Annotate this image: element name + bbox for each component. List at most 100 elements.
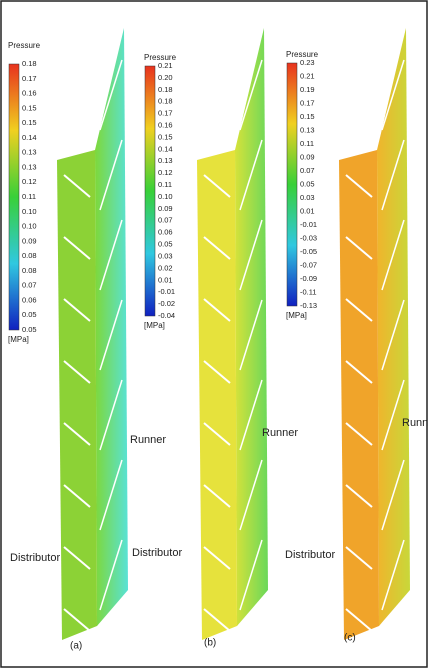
distributor-vane <box>345 546 373 570</box>
distributor-vane <box>63 236 91 260</box>
runner-blade <box>239 379 263 451</box>
distributor-vane <box>345 236 373 260</box>
colorbar-tick-label: 0.01 <box>158 275 173 284</box>
runner-blade <box>99 459 123 531</box>
runner-region <box>235 28 268 626</box>
distributor-vane <box>203 546 231 570</box>
colorbar <box>286 62 298 307</box>
colorbar-tick-label: 0.19 <box>300 85 315 94</box>
runner-blade <box>99 379 123 451</box>
runner-blade <box>99 59 123 131</box>
colorbar-tick-label: 0.17 <box>22 74 37 83</box>
colorbar-tick-label: 0.05 <box>158 240 173 249</box>
colorbar-tick-label: 0.12 <box>158 168 173 177</box>
colorbar-tick-label: 0.07 <box>300 166 315 175</box>
distributor-region <box>339 150 379 640</box>
colorbar-tick-label: 0.06 <box>158 228 173 237</box>
distributor-vane <box>63 422 91 446</box>
distributor-vane <box>203 174 231 198</box>
colorbar <box>144 65 156 317</box>
colorbar-tick-label: 0.21 <box>300 71 315 80</box>
distributor-vane <box>63 360 91 384</box>
distributor-label: Distributor <box>285 549 335 561</box>
distributor-vane <box>63 484 91 508</box>
distributor-vane <box>203 484 231 508</box>
colorbar-tick-label: 0.17 <box>158 109 173 118</box>
colorbar-tick-label: -0.04 <box>158 311 175 320</box>
distributor-vane <box>345 608 373 632</box>
colorbar-tick-label: -0.11 <box>300 287 317 296</box>
runner-blade <box>381 59 405 131</box>
colorbar-tick-label: 0.10 <box>158 192 173 201</box>
runner-label: Runner <box>130 434 166 446</box>
colorbar-tick-label: 0.13 <box>22 162 37 171</box>
colorbar-tick-label: 0.09 <box>158 204 173 213</box>
distributor-vane <box>203 236 231 260</box>
colorbar-tick-label: 0.05 <box>22 325 37 334</box>
panel-caption: (a) <box>70 641 82 652</box>
colorbar-tick-label: -0.02 <box>158 299 175 308</box>
runner-blade <box>381 139 405 211</box>
distributor-region <box>57 150 97 640</box>
runner-blade <box>99 299 123 371</box>
panel-caption: (b) <box>204 638 216 649</box>
colorbar-tick-label: 0.13 <box>22 148 37 157</box>
colorbar-tick-label: 0.11 <box>158 180 172 189</box>
runner-blade <box>381 459 405 531</box>
runner-blade <box>239 59 263 131</box>
colorbar-tick-label: 0.02 <box>158 263 173 272</box>
colorbar-tick-label: 0.11 <box>22 192 36 201</box>
distributor-vane <box>203 298 231 322</box>
runner-region <box>95 28 128 626</box>
distributor-vane <box>345 298 373 322</box>
runner-blade <box>381 219 405 291</box>
colorbar-tick-label: 0.20 <box>158 73 173 82</box>
colorbar-tick-label: 0.14 <box>158 144 173 153</box>
panel-caption: (c) <box>344 633 356 644</box>
colorbar-tick-label: 0.08 <box>22 266 37 275</box>
distributor-vane <box>345 360 373 384</box>
colorbar-tick-label: -0.09 <box>300 274 317 283</box>
distributor-region <box>197 150 237 640</box>
runner-blade <box>239 219 263 291</box>
colorbar-tick-label: 0.05 <box>22 310 37 319</box>
distributor-vane <box>63 298 91 322</box>
runner-label: Runner <box>262 427 298 439</box>
colorbar-tick-label: 0.09 <box>22 236 37 245</box>
colorbar-unit: [MPa] <box>286 311 307 320</box>
colorbar-tick-label: 0.03 <box>158 251 173 260</box>
colorbar-tick-label: 0.14 <box>22 133 37 142</box>
colorbar-tick-label: 0.18 <box>158 85 173 94</box>
runner-blade <box>99 539 123 611</box>
colorbar-tick-label: 0.23 <box>300 58 315 67</box>
colorbar-tick-label: 0.13 <box>158 156 173 165</box>
colorbar <box>8 63 20 331</box>
runner-blade <box>239 539 263 611</box>
colorbar-tick-label: 0.06 <box>22 295 37 304</box>
colorbar-tick-label: -0.07 <box>300 260 317 269</box>
distributor-vane <box>345 174 373 198</box>
distributor-vane <box>63 546 91 570</box>
distributor-label: Distributor <box>10 552 60 564</box>
colorbar-tick-label: 0.13 <box>300 125 315 134</box>
distributor-label: Distributor <box>132 547 182 559</box>
colorbar-tick-label: -0.13 <box>300 301 317 310</box>
colorbar-tick-label: -0.03 <box>300 233 317 242</box>
runner-blade <box>381 299 405 371</box>
colorbar-unit: [MPa] <box>144 321 165 330</box>
colorbar-tick-label: 0.15 <box>22 103 37 112</box>
colorbar-tick-label: 0.18 <box>22 59 37 68</box>
colorbar-tick-label: 0.15 <box>22 118 37 127</box>
runner-blade <box>381 539 405 611</box>
colorbar-tick-label: 0.17 <box>300 98 315 107</box>
colorbar-tick-label: 0.16 <box>22 89 37 98</box>
runner-blade <box>381 379 405 451</box>
colorbar-tick-label: 0.07 <box>22 281 37 290</box>
runner-label: Runner <box>402 417 428 429</box>
colorbar-tick-label: -0.01 <box>300 220 317 229</box>
colorbar-tick-label: 0.16 <box>158 121 173 130</box>
colorbar-tick-label: 0.12 <box>22 177 37 186</box>
colorbar-title: Pressure <box>144 53 177 62</box>
